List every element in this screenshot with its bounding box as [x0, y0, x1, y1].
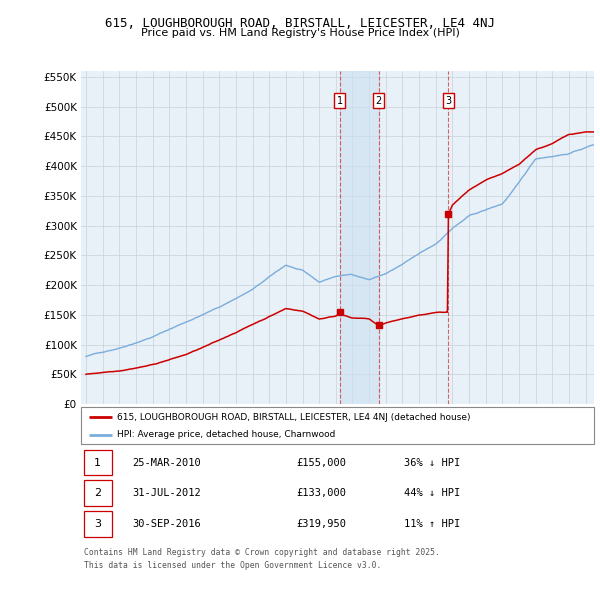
Text: 3: 3: [445, 96, 451, 106]
FancyBboxPatch shape: [83, 480, 112, 506]
Text: Price paid vs. HM Land Registry's House Price Index (HPI): Price paid vs. HM Land Registry's House …: [140, 28, 460, 38]
Text: 1: 1: [94, 458, 101, 467]
Text: £319,950: £319,950: [296, 519, 346, 529]
Bar: [340, 71, 379, 404]
Text: 36% ↓ HPI: 36% ↓ HPI: [404, 458, 460, 467]
Text: 11% ↑ HPI: 11% ↑ HPI: [404, 519, 460, 529]
Text: This data is licensed under the Open Government Licence v3.0.: This data is licensed under the Open Gov…: [84, 562, 382, 571]
Text: 615, LOUGHBOROUGH ROAD, BIRSTALL, LEICESTER, LE4 4NJ (detached house): 615, LOUGHBOROUGH ROAD, BIRSTALL, LEICES…: [117, 413, 470, 422]
Text: 25-MAR-2010: 25-MAR-2010: [133, 458, 201, 467]
FancyBboxPatch shape: [83, 511, 112, 537]
Text: £155,000: £155,000: [296, 458, 346, 467]
Text: 615, LOUGHBOROUGH ROAD, BIRSTALL, LEICESTER, LE4 4NJ: 615, LOUGHBOROUGH ROAD, BIRSTALL, LEICES…: [105, 17, 495, 30]
FancyBboxPatch shape: [81, 407, 594, 444]
Text: 2: 2: [376, 96, 382, 106]
Text: Contains HM Land Registry data © Crown copyright and database right 2025.: Contains HM Land Registry data © Crown c…: [84, 549, 440, 558]
Text: 2: 2: [94, 489, 101, 498]
FancyBboxPatch shape: [83, 450, 112, 476]
Text: 44% ↓ HPI: 44% ↓ HPI: [404, 489, 460, 498]
Text: 31-JUL-2012: 31-JUL-2012: [133, 489, 201, 498]
Text: 1: 1: [337, 96, 343, 106]
Text: £133,000: £133,000: [296, 489, 346, 498]
Text: 30-SEP-2016: 30-SEP-2016: [133, 519, 201, 529]
Text: HPI: Average price, detached house, Charnwood: HPI: Average price, detached house, Char…: [117, 430, 335, 439]
Text: 3: 3: [94, 519, 101, 529]
